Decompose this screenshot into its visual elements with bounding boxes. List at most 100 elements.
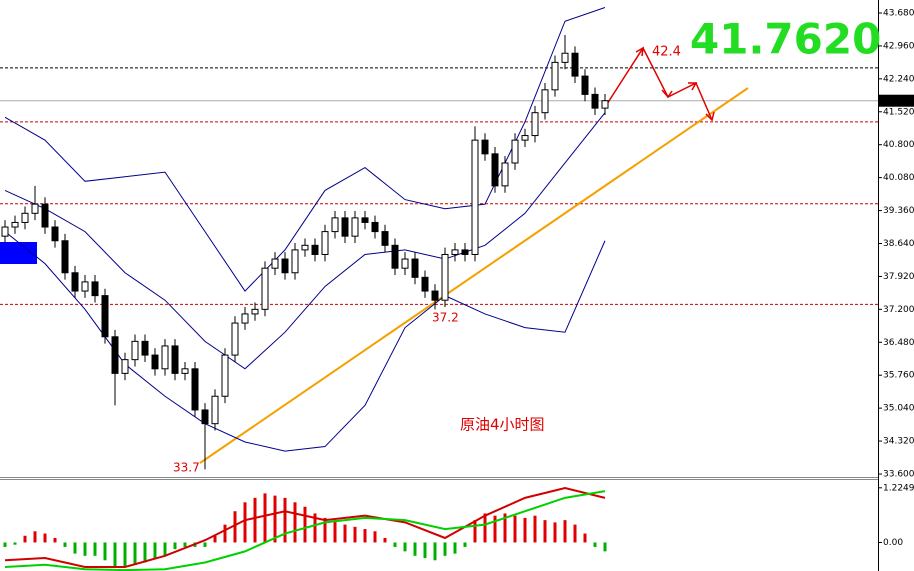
candle-body bbox=[341, 217, 349, 237]
candle-body bbox=[251, 308, 259, 315]
histogram-bar bbox=[23, 535, 27, 543]
candle-body bbox=[201, 409, 209, 425]
candle-body bbox=[371, 221, 379, 233]
candle-body bbox=[221, 354, 229, 397]
histogram-bar bbox=[603, 542, 607, 552]
highlight-box bbox=[0, 242, 37, 264]
candle-body bbox=[381, 231, 389, 246]
histogram-bar bbox=[33, 531, 37, 543]
candle-body bbox=[531, 112, 539, 137]
histogram-bar bbox=[423, 542, 427, 559]
y-tick-label: 0.00 bbox=[883, 538, 903, 548]
histogram-bar bbox=[273, 495, 277, 543]
histogram-bar bbox=[343, 524, 347, 543]
candle-body bbox=[361, 217, 369, 223]
histogram-bar bbox=[53, 537, 57, 543]
candle-body bbox=[551, 61, 559, 91]
last-price-box bbox=[879, 94, 914, 107]
y-tick-label: 35.760 bbox=[883, 371, 914, 381]
candle-body bbox=[151, 354, 159, 370]
candle-body bbox=[121, 359, 129, 374]
candle-body bbox=[51, 226, 59, 242]
histogram-bar bbox=[383, 537, 387, 543]
y-tick-label: 40.080 bbox=[883, 173, 914, 183]
candle-body bbox=[261, 267, 269, 310]
histogram-bar bbox=[93, 542, 97, 556]
candle-body bbox=[41, 203, 49, 228]
candle-body bbox=[291, 249, 299, 274]
histogram-bar bbox=[243, 502, 247, 543]
histogram-bar bbox=[233, 511, 237, 543]
histogram-bar bbox=[153, 542, 157, 559]
histogram-bar bbox=[43, 533, 47, 543]
histogram-bar bbox=[3, 542, 7, 547]
arrow-heads bbox=[635, 46, 715, 122]
histogram-bar bbox=[543, 520, 547, 543]
histogram-bar bbox=[583, 533, 587, 543]
candle-body bbox=[211, 395, 219, 425]
y-tick-label: 38.640 bbox=[883, 239, 914, 249]
candle-body bbox=[241, 313, 249, 324]
headline-price: 41.7620 bbox=[690, 15, 881, 64]
histogram-bar bbox=[163, 542, 167, 556]
candle-body bbox=[481, 139, 489, 155]
candle-body bbox=[131, 340, 139, 361]
last-price-label: 41.762 bbox=[882, 96, 914, 106]
candle-body bbox=[321, 231, 329, 255]
candle-body bbox=[351, 217, 359, 237]
macd-line bbox=[4, 486, 606, 568]
histogram-bar bbox=[573, 524, 577, 543]
y-tick-label: 37.200 bbox=[883, 305, 914, 315]
histogram-bar bbox=[113, 542, 117, 567]
histogram-bar bbox=[593, 542, 597, 547]
histogram-bar bbox=[473, 520, 477, 543]
y-tick-label: 36.480 bbox=[883, 338, 914, 348]
candle-body bbox=[511, 139, 519, 164]
histogram-bar bbox=[443, 542, 447, 556]
histogram-bar bbox=[463, 542, 467, 547]
histogram-bar bbox=[403, 542, 407, 552]
candle-body bbox=[11, 221, 19, 228]
annotation: 原油4小时图 bbox=[460, 416, 545, 434]
y-tick-label: 34.320 bbox=[883, 437, 914, 447]
histogram-bar bbox=[363, 529, 367, 543]
histogram-bar bbox=[313, 513, 317, 543]
candle-body bbox=[171, 345, 179, 374]
candle-body bbox=[581, 75, 589, 95]
candle-body bbox=[181, 368, 189, 374]
candle-body bbox=[521, 135, 529, 141]
annotation: 37.2 bbox=[432, 311, 459, 325]
histogram-bar bbox=[103, 542, 107, 561]
candle-body bbox=[431, 290, 439, 301]
histogram-bar bbox=[203, 542, 207, 547]
candle-body bbox=[101, 295, 109, 338]
annotation: 33.7 bbox=[173, 461, 200, 475]
histogram-bar bbox=[293, 502, 297, 543]
candle-body bbox=[71, 272, 79, 292]
candle-body bbox=[161, 345, 169, 370]
histogram-bar bbox=[253, 497, 257, 543]
annotation: 42.4 bbox=[652, 45, 681, 60]
histogram-bar bbox=[183, 542, 187, 547]
histogram-bar bbox=[553, 522, 557, 543]
histogram-bar bbox=[373, 531, 377, 543]
y-tick-label: 41.520 bbox=[883, 107, 914, 117]
histogram-bar bbox=[323, 517, 327, 543]
candle-body bbox=[441, 253, 449, 301]
histogram-bar bbox=[523, 517, 527, 543]
macd-line bbox=[4, 490, 606, 571]
candle-body bbox=[561, 52, 569, 63]
candle-body bbox=[451, 249, 459, 255]
candle-body bbox=[401, 258, 409, 269]
candle-body bbox=[271, 258, 279, 269]
candle-body bbox=[501, 162, 509, 187]
histogram-bar bbox=[73, 542, 77, 554]
candle-body bbox=[141, 340, 149, 356]
candle-body bbox=[31, 203, 39, 214]
histogram-bar bbox=[63, 542, 67, 547]
histogram-bar bbox=[433, 542, 437, 561]
y-tick-label: 42.240 bbox=[883, 74, 914, 84]
y-tick-label: 37.920 bbox=[883, 272, 914, 282]
candle-body bbox=[491, 153, 499, 187]
